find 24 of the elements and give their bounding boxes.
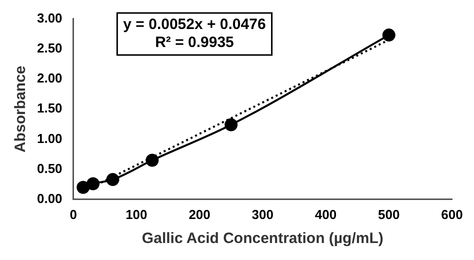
y-tick-label: 2.50 bbox=[36, 40, 62, 56]
x-tick-label: 100 bbox=[126, 206, 148, 222]
point bbox=[382, 28, 396, 42]
y-tick-label: 3.00 bbox=[36, 10, 62, 26]
x-tick-label: 300 bbox=[252, 206, 274, 222]
x-tick-label: 0 bbox=[70, 206, 77, 222]
y-tick-label: 0.00 bbox=[36, 190, 62, 206]
point bbox=[146, 154, 159, 167]
y-tick-label: 0.50 bbox=[36, 160, 62, 176]
point bbox=[76, 180, 90, 194]
x-axis-title: Gallic Acid Concentration (µg/mL) bbox=[142, 230, 384, 248]
point bbox=[106, 173, 120, 186]
y-tick-label: 1.50 bbox=[36, 100, 62, 116]
y-tick-label: 1.00 bbox=[36, 130, 62, 146]
annotation: R² = 0.9935 bbox=[155, 34, 234, 52]
y-tick-label: 2.00 bbox=[36, 70, 62, 86]
x-tick-label: 600 bbox=[441, 206, 463, 222]
annotation: y = 0.0052x + 0.0476 bbox=[123, 16, 266, 34]
x-tick-label: 500 bbox=[378, 206, 400, 222]
y-axis-title: Absorbance bbox=[12, 66, 30, 152]
point bbox=[224, 118, 238, 132]
x-tick-label: 400 bbox=[314, 206, 337, 222]
x-tick-label: 200 bbox=[188, 206, 210, 222]
point bbox=[86, 177, 100, 190]
